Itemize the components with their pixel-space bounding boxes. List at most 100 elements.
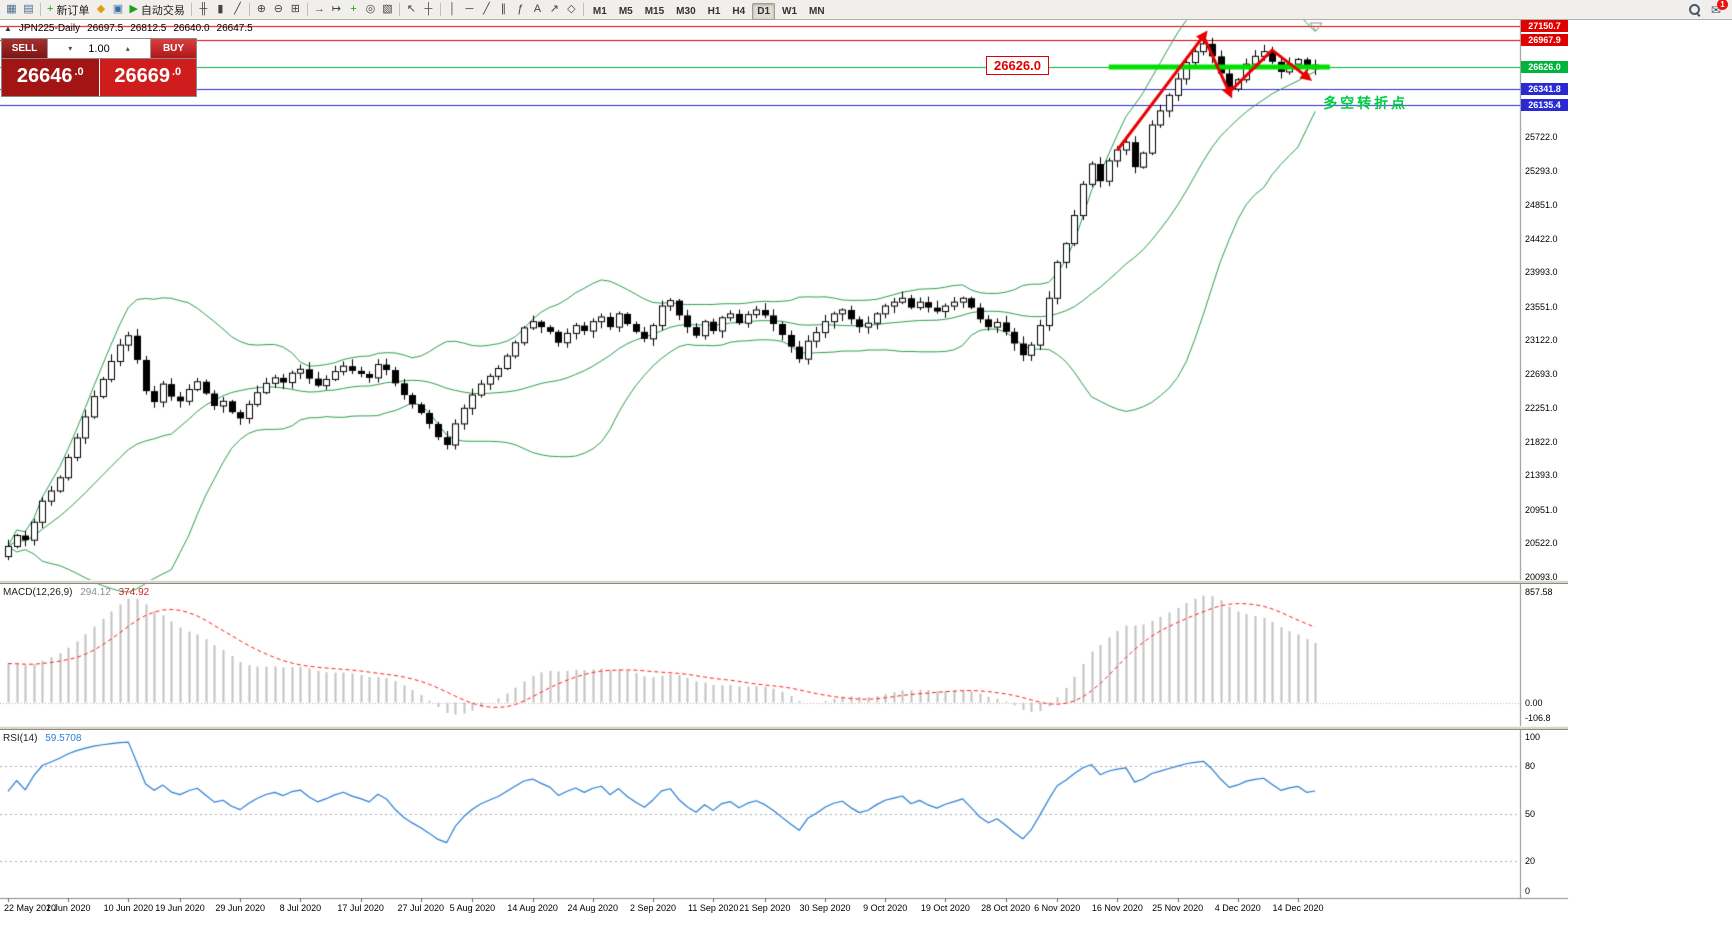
date-label: 21 Sep 2020 [739, 903, 791, 913]
date-label: 22 May 2020 [3, 903, 57, 913]
macd-indicator-label: MACD(12,26,9) 294.12 374.92 [3, 587, 149, 598]
buy-price[interactable]: 26669 .0 [98, 59, 196, 96]
volume-increase-button[interactable]: ▴ [125, 44, 130, 53]
one-click-collapse-icon[interactable]: ▲ [4, 24, 12, 33]
date-label: 19 Oct 2020 [920, 903, 970, 913]
toolbar-separator [439, 3, 441, 16]
chart-macd-splitter[interactable] [0, 580, 1568, 584]
new-order-button-label: 新订单 [56, 4, 90, 17]
date-label: 28 Oct 2020 [981, 903, 1031, 913]
profiles-icon[interactable]: ▤ [20, 1, 37, 18]
trendline-icon: ╱ [483, 3, 490, 15]
sell-price-pip: .0 [74, 66, 84, 78]
date-label: 14 Aug 2020 [507, 903, 558, 913]
new-order-button[interactable]: + 新订单 [44, 1, 92, 18]
fibonacci-icon[interactable]: ƒ [512, 1, 529, 18]
line-chart-icon[interactable]: ╱ [229, 1, 246, 18]
buy-button[interactable]: BUY [151, 39, 196, 58]
toolbar-separator [248, 3, 250, 16]
date-label: 25 Nov 2020 [1152, 903, 1204, 913]
auto-sc roll-icon[interactable]: → [311, 1, 328, 18]
toolbar-separator [40, 3, 41, 16]
autotrading-button: ▶ [129, 3, 138, 15]
rsi-scale-tick: 100 [1525, 732, 1541, 742]
periods-icon[interactable]: ◎ [362, 1, 379, 18]
timeframe-m15-button[interactable]: M15 [644, 5, 665, 17]
turning-point-annotation[interactable]: 多空转折点 [1323, 95, 1409, 112]
rsi-name: RSI(14) [3, 733, 38, 744]
new-chart-icon[interactable]: ▦ [3, 1, 20, 18]
sell-price[interactable]: 26646 .0 [2, 59, 99, 96]
macd-rsi-splitter[interactable] [0, 726, 1568, 730]
new-chart-icon: ▦ [6, 3, 17, 15]
zoom-out-icon[interactable]: ⊖ [270, 1, 287, 18]
timeframe-m5-button[interactable]: M5 [618, 5, 633, 17]
timeframe-d1-button[interactable]: D1 [752, 2, 776, 20]
cursor-icon[interactable]: ↖ [403, 1, 420, 18]
search-icon[interactable] [1688, 3, 1701, 16]
volume-decrease-button[interactable]: ▾ [68, 44, 73, 53]
toolbar-right: ✉ 1 [1688, 0, 1729, 17]
timeframe-mn-button[interactable]: MN [809, 5, 825, 17]
volume-value: 1.00 [88, 42, 110, 55]
envelope-icon: ✉ [1710, 2, 1721, 17]
text-icon[interactable]: A [529, 1, 546, 18]
ohlc-open: 26697.5 [87, 23, 124, 34]
buy-price-value: 26669 [114, 65, 170, 87]
autotrading-button[interactable]: ▶ 自动交易 [126, 1, 187, 18]
terminal-icon[interactable]: ▣ [109, 1, 126, 18]
rsi-indicator-label: RSI(14) 59.5708 [3, 733, 81, 744]
indicators-icon: + [350, 3, 357, 15]
date-label: 29 Jun 2020 [215, 903, 265, 913]
timeframe-h1-button[interactable]: H1 [707, 5, 721, 17]
ohlc-close: 26647.5 [216, 23, 253, 34]
indicators-icon[interactable]: + [345, 1, 362, 18]
timeframe-w1-button[interactable]: W1 [782, 5, 798, 17]
bar-chart-icon: ╫ [199, 3, 208, 15]
tile-windows-icon[interactable]: ⊞ [287, 1, 304, 18]
line-chart-icon: ╱ [234, 3, 241, 15]
price-scale-tick: 20522.0 [1525, 538, 1558, 549]
volume-input[interactable]: ▾ 1.00 ▴ [47, 39, 151, 58]
crosshair-icon[interactable]: ┼ [420, 1, 437, 18]
timeframe-m1-button[interactable]: M1 [592, 5, 607, 17]
chart-shift-icon[interactable]: ↦ [328, 1, 345, 18]
timeframe-h4-button[interactable]: H4 [732, 5, 746, 17]
sell-button[interactable]: SELL [2, 39, 47, 58]
shapes-icon[interactable]: ◇ [563, 1, 580, 18]
date-label: 1 Jun 2020 [45, 903, 91, 913]
templates-icon[interactable]: ▧ [379, 1, 396, 18]
tile-windows-icon: ⊞ [290, 3, 301, 15]
date-label: 17 Jul 2020 [337, 903, 384, 913]
timeframe-buttons: M1 M5 M15 M30 H1 H4 D1 W1 MN [587, 1, 831, 20]
trendline-icon[interactable]: ╱ [478, 1, 495, 18]
date-label: 5 Aug 2020 [449, 903, 496, 913]
date-label: 11 Sep 2020 [687, 903, 739, 913]
vertical-line-icon[interactable]: │ [444, 1, 461, 18]
date-label: 30 Sep 2020 [799, 903, 851, 913]
rsi-scale-tick: 50 [1525, 808, 1536, 819]
price-line-tag: 26967.9 [1521, 34, 1568, 47]
date-label: 24 Aug 2020 [567, 903, 619, 913]
arrows-icon[interactable]: ↗ [546, 1, 563, 18]
date-label: 6 Nov 2020 [1034, 903, 1081, 913]
notifications-icon[interactable]: ✉ 1 [1710, 0, 1728, 17]
timeframe-m30-button[interactable]: M30 [676, 5, 696, 17]
price-level-label[interactable]: 26626.0 [986, 55, 1049, 75]
metaeditor-icon[interactable]: ◆ [92, 1, 109, 18]
date-label: 10 Jun 2020 [103, 903, 154, 913]
candlestick-chart-icon[interactable]: ▮ [212, 1, 229, 18]
ohlc-low: 26640.0 [173, 23, 210, 34]
zoom-in-icon[interactable]: ⊕ [253, 1, 270, 18]
crosshair-icon: ┼ [424, 3, 433, 15]
horizontal-line-icon[interactable]: ─ [461, 1, 478, 18]
macd-scale-tick: 0.00 [1525, 697, 1543, 708]
terminal-icon: ▣ [112, 3, 124, 15]
periods-icon: ◎ [365, 3, 376, 15]
bar-chart-icon[interactable]: ╫ [195, 1, 212, 18]
metaeditor-icon: ◆ [96, 3, 106, 15]
price-scale-tick: 25293.0 [1525, 165, 1558, 176]
date-label: 16 Nov 2020 [1091, 903, 1143, 913]
equidistant-channel-icon[interactable]: ∥ [495, 1, 512, 18]
